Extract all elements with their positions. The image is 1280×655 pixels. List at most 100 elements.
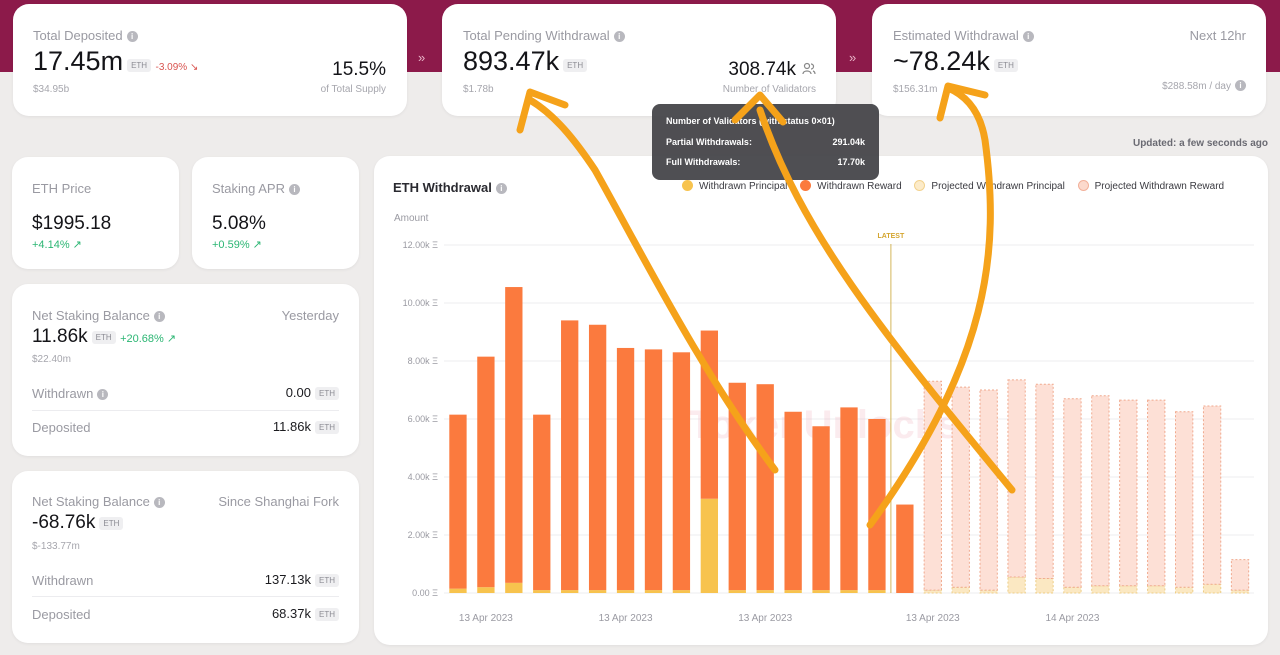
eth-withdrawal-chart-card: ETH Withdrawal i Amount Withdrawn Princip… bbox=[374, 156, 1268, 645]
x-tick-label: 13 Apr 2023 bbox=[459, 613, 513, 624]
arrow-up-right-icon: ↗ bbox=[249, 239, 262, 251]
bar-withdrawn-reward bbox=[868, 419, 886, 591]
withdrawal-chart[interactable]: 0.00 Ξ 2.00k Ξ 4.00k Ξ 6.00k Ξ 8.00k Ξ 10.00k… bbox=[374, 156, 1268, 645]
bar-projected-principal bbox=[1063, 586, 1082, 594]
eth-price-value: $1995.18 bbox=[32, 213, 112, 234]
validators-value: 308.74k bbox=[728, 59, 796, 80]
eth-unit-badge: ETH bbox=[315, 387, 339, 401]
bar-withdrawn-principal bbox=[700, 498, 719, 593]
net-staking-value: 11.86k bbox=[32, 326, 88, 347]
staking-apr-change: +0.59% bbox=[212, 239, 250, 251]
x-tick-label: 13 Apr 2023 bbox=[738, 613, 792, 624]
bar-projected-reward bbox=[1007, 379, 1026, 578]
info-icon[interactable]: i bbox=[1022, 31, 1034, 42]
staking-apr-label: Staking APR bbox=[212, 181, 285, 196]
bar-withdrawn-principal bbox=[588, 590, 607, 593]
period-since-shanghai: Since Shanghai Fork bbox=[218, 494, 339, 509]
total-pending-value: 893.47k bbox=[463, 46, 560, 76]
info-icon[interactable]: i bbox=[97, 389, 109, 400]
bar-projected-reward bbox=[1202, 405, 1222, 585]
bar-withdrawn-reward bbox=[477, 356, 495, 588]
bar-projected-reward bbox=[1063, 398, 1082, 588]
bar-withdrawn-reward bbox=[756, 384, 774, 591]
chevron-right-icon: » bbox=[849, 50, 857, 65]
eth-price-change: +4.14% bbox=[32, 239, 70, 251]
bar-projected-principal bbox=[1147, 585, 1166, 594]
bar-withdrawn-principal bbox=[449, 588, 467, 593]
users-icon[interactable] bbox=[802, 62, 816, 76]
y-tick-label: 10.00k Ξ bbox=[403, 298, 439, 308]
y-tick-label: 4.00k Ξ bbox=[408, 472, 439, 482]
net-staking-yesterday-card: Net Staking Balance i Yesterday 11.86k ETH… bbox=[12, 284, 359, 456]
staking-apr-value: 5.08% bbox=[212, 213, 266, 234]
bar-withdrawn-principal bbox=[812, 590, 830, 593]
bar-withdrawn-principal bbox=[868, 590, 886, 593]
info-icon[interactable]: i bbox=[126, 31, 138, 42]
bar-withdrawn-principal bbox=[561, 590, 579, 593]
info-icon[interactable]: i bbox=[613, 31, 625, 42]
bar-projected-principal bbox=[951, 586, 970, 594]
bar-withdrawn-reward bbox=[449, 414, 467, 589]
bar-withdrawn-reward bbox=[896, 504, 914, 593]
total-deposited-label: Total Deposited bbox=[33, 28, 123, 43]
eth-unit-badge: ETH bbox=[91, 331, 116, 345]
bar-withdrawn-reward bbox=[728, 382, 746, 591]
tooltip-partial-label: Partial Withdrawals: bbox=[666, 137, 752, 147]
info-icon[interactable]: i bbox=[153, 497, 165, 508]
withdrawn-label: Withdrawn bbox=[32, 386, 94, 401]
info-icon[interactable]: i bbox=[153, 311, 165, 322]
bar-projected-principal bbox=[1119, 585, 1138, 594]
bar-projected-principal bbox=[1091, 585, 1110, 594]
deposited-label: Deposited bbox=[32, 607, 91, 622]
latest-label: LATEST bbox=[878, 233, 905, 240]
x-tick-label: 13 Apr 2023 bbox=[906, 613, 960, 624]
withdrawn-label: Withdrawn bbox=[32, 573, 94, 588]
bar-withdrawn-reward bbox=[700, 330, 719, 499]
updated-status: Updated: a few seconds ago bbox=[1132, 138, 1268, 149]
info-icon[interactable]: i bbox=[495, 183, 507, 194]
total-deposited-change: -3.09% bbox=[155, 62, 188, 73]
chart-title: ETH Withdrawal bbox=[393, 180, 492, 195]
x-tick-label: 14 Apr 2023 bbox=[1045, 613, 1099, 624]
bar-projected-reward bbox=[979, 389, 998, 591]
eth-unit-badge: ETH bbox=[315, 608, 339, 622]
bar-withdrawn-principal bbox=[784, 590, 802, 593]
bar-withdrawn-reward bbox=[505, 287, 523, 583]
y-tick-label: 6.00k Ξ bbox=[408, 414, 439, 424]
bar-withdrawn-principal bbox=[616, 590, 635, 593]
y-tick-label: 8.00k Ξ bbox=[408, 356, 439, 366]
bar-projected-principal bbox=[1007, 576, 1026, 594]
bar-withdrawn-reward bbox=[812, 426, 830, 591]
total-deposited-value: 17.45m bbox=[33, 46, 124, 76]
legend-item-projected-reward[interactable]: Projected Withdrawn Reward bbox=[1077, 180, 1224, 192]
validators-label: Number of Validators bbox=[722, 84, 816, 95]
net-staking-shanghai-card: Net Staking Balance i Since Shanghai Fork… bbox=[12, 471, 359, 643]
bar-projected-reward bbox=[1091, 395, 1110, 587]
x-tick-label: 13 Apr 2023 bbox=[599, 613, 653, 624]
total-deposited-card: Total Deposited i 17.45m ETH -3.09% ↘ $34.… bbox=[13, 4, 407, 116]
y-tick-label: 12.00k Ξ bbox=[403, 240, 439, 250]
estimated-label: Estimated Withdrawal bbox=[893, 28, 1019, 43]
bar-withdrawn-reward bbox=[644, 349, 663, 591]
bar-projected-reward bbox=[1119, 399, 1138, 587]
eth-unit-badge: ETH bbox=[99, 517, 124, 531]
bar-projected-principal bbox=[1202, 583, 1222, 594]
net-staking-usd: $22.40m bbox=[32, 354, 71, 365]
info-icon[interactable]: i bbox=[289, 184, 300, 195]
deposited-label: Deposited bbox=[32, 420, 91, 435]
tooltip-full-value: 17.70k bbox=[837, 157, 865, 167]
bar-projected-reward bbox=[951, 386, 970, 588]
eth-unit-badge: ETH bbox=[127, 59, 152, 73]
net-staking-label: Net Staking Balance bbox=[32, 308, 150, 323]
info-icon[interactable]: i bbox=[1235, 80, 1246, 91]
estimated-period: Next 12hr bbox=[1189, 28, 1246, 43]
divider bbox=[32, 596, 339, 597]
net-staking-usd: $-133.77m bbox=[32, 541, 80, 552]
bar-withdrawn-principal bbox=[533, 590, 551, 593]
eth-unit-badge: ETH bbox=[993, 59, 1018, 73]
bar-projected-reward bbox=[923, 380, 942, 591]
deposited-value: 68.37k bbox=[271, 606, 311, 621]
bar-withdrawn-principal bbox=[672, 590, 691, 593]
eth-price-label: ETH Price bbox=[32, 181, 92, 196]
withdrawn-value: 137.13k bbox=[264, 572, 311, 587]
